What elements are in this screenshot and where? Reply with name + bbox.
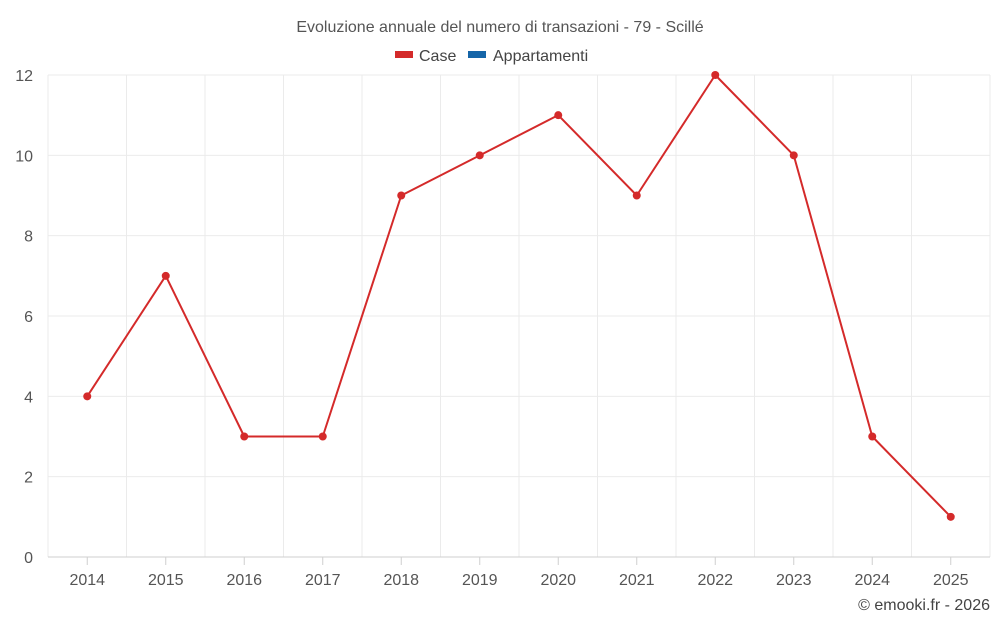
series-case	[83, 71, 955, 521]
data-point-case[interactable]	[554, 111, 563, 120]
x-tick-label: 2023	[776, 572, 812, 589]
x-tick-label: 2018	[383, 572, 419, 589]
data-point-case[interactable]	[397, 191, 406, 200]
x-tick-label: 2020	[540, 572, 576, 589]
gridlines	[47, 74, 991, 557]
legend-item-appartamenti[interactable]: Appartamenti	[468, 48, 588, 65]
y-tick-label: 12	[15, 68, 33, 85]
data-point-case[interactable]	[240, 432, 249, 441]
data-point-case[interactable]	[475, 151, 484, 160]
series-line-case	[86, 74, 952, 518]
x-tick-label: 2022	[697, 572, 733, 589]
x-tick-label: 2015	[148, 572, 184, 589]
x-tick-label: 2019	[462, 572, 498, 589]
x-tick-label: 2014	[69, 572, 105, 589]
legend[interactable]: Case Appartamenti	[395, 48, 588, 65]
data-point-case[interactable]	[946, 512, 955, 521]
data-point-case[interactable]	[83, 392, 92, 401]
data-point-case[interactable]	[789, 151, 798, 160]
x-tick-label: 2024	[854, 572, 890, 589]
y-tick-label: 10	[15, 148, 33, 165]
y-tick-label: 6	[24, 309, 33, 326]
y-tick-label: 0	[24, 550, 33, 567]
legend-label-appartamenti: Appartamenti	[493, 48, 588, 65]
legend-swatch-case	[395, 51, 413, 58]
x-tick-label: 2025	[933, 572, 969, 589]
x-axis: 2014 2015 2016 2017 2018 2019 2020 2021 2022 2023…	[48, 556, 990, 589]
legend-label-case: Case	[419, 48, 456, 65]
legend-swatch-appartamenti	[468, 51, 486, 58]
x-tick-label: 2017	[305, 572, 341, 589]
chart-title: Evoluzione annuale del numero di transaz…	[296, 19, 703, 36]
x-tick-label: 2016	[226, 572, 262, 589]
y-tick-label: 8	[24, 229, 33, 246]
data-point-case[interactable]	[161, 271, 170, 280]
y-tick-label: 4	[24, 389, 33, 406]
data-point-case[interactable]	[868, 432, 877, 441]
x-tick-label: 2021	[619, 572, 655, 589]
y-tick-label: 2	[24, 470, 33, 487]
y-axis: 0 2 4 6 8 10 12	[15, 68, 33, 567]
data-point-case[interactable]	[632, 191, 641, 200]
legend-item-case[interactable]: Case	[395, 48, 456, 65]
data-point-case[interactable]	[711, 71, 720, 79]
data-point-case[interactable]	[318, 432, 327, 441]
credit-text: © emooki.fr - 2026	[858, 597, 990, 614]
